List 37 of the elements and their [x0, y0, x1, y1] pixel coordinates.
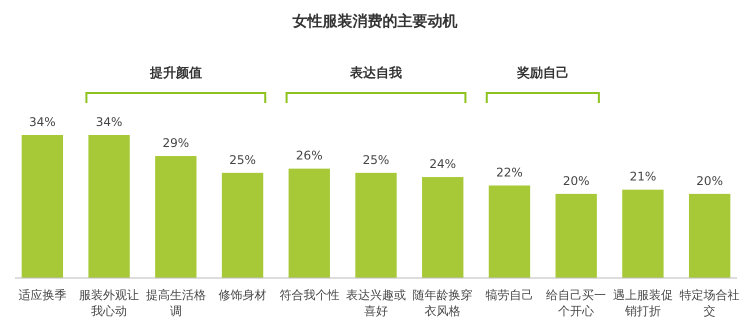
x-tick-label: 遇上服装促销打折	[612, 288, 673, 318]
x-tick-label: 随年龄换穿衣风格	[412, 288, 473, 318]
bar	[355, 172, 397, 278]
data-label: 29%	[162, 136, 190, 150]
x-tick-label: 符合我个性	[279, 288, 340, 302]
bar	[222, 172, 264, 278]
x-tick-label: 适应换季	[18, 288, 66, 302]
bar	[688, 194, 730, 278]
data-label: 26%	[296, 148, 323, 163]
x-tick-label: 特定场合社交	[680, 288, 740, 318]
data-label: 34%	[29, 115, 56, 129]
data-label: 21%	[630, 170, 656, 184]
data-label: 25%	[362, 152, 390, 167]
x-tick-label: 修饰身材	[218, 288, 267, 302]
bar	[22, 135, 64, 278]
x-tick-label: 犒劳自己	[485, 288, 534, 302]
bar	[622, 190, 664, 278]
data-label: 20%	[696, 174, 723, 188]
bar	[155, 156, 196, 278]
data-label: 20%	[562, 174, 590, 188]
data-label: 24%	[429, 157, 456, 172]
text: 奖励自己	[516, 66, 569, 81]
x-tick-label: 给自己买一个开心	[546, 288, 606, 318]
x-tick-label: 提高生活格调	[146, 288, 206, 318]
data-label: 22%	[496, 165, 523, 180]
text: 表达自我	[349, 65, 402, 81]
x-tick-label: 表达兴趣或喜好	[346, 288, 406, 318]
bar	[288, 168, 330, 278]
bar	[88, 135, 130, 278]
bar	[556, 194, 597, 278]
x-tick-label: 服装外观让我心动	[79, 288, 140, 318]
bar	[488, 185, 530, 278]
bar	[422, 177, 464, 278]
chart-title: 女性服装消费的主要动机	[292, 12, 458, 30]
data-label: 34%	[96, 115, 122, 129]
text: 提升颜值	[148, 65, 202, 81]
data-label: 25%	[229, 152, 256, 167]
